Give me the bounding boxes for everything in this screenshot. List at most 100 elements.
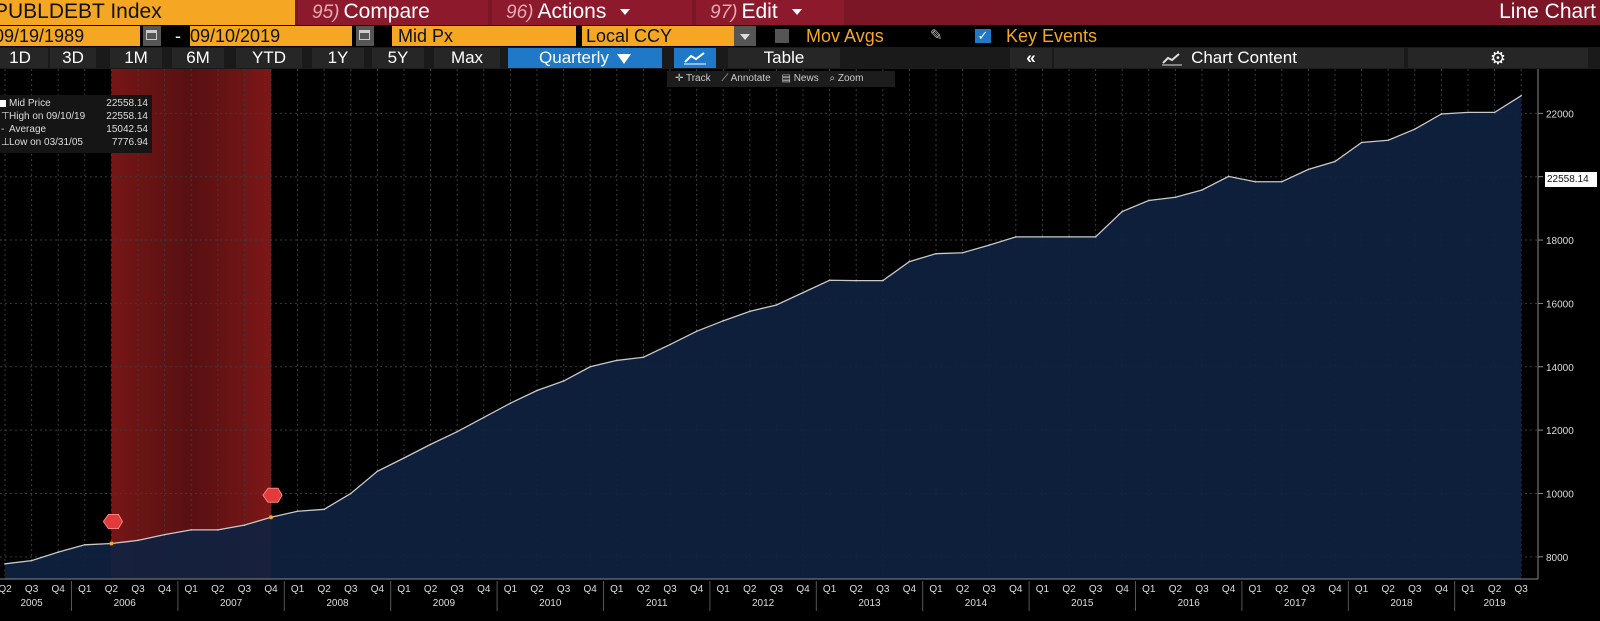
x-tick-label-year: 2008 [326, 598, 349, 609]
x-tick-label-quarter: Q1 [185, 584, 199, 595]
actions-menu[interactable]: 96) Actions [492, 0, 692, 25]
data-point [483, 416, 485, 419]
gear-icon[interactable]: ⚙ [1408, 48, 1588, 68]
x-tick-label-year: 2012 [752, 598, 775, 609]
chevron-down-icon [791, 9, 802, 16]
pencil-icon[interactable]: ✎ [930, 27, 943, 44]
end-date-field[interactable]: 09/10/2019 [190, 26, 352, 46]
period-button-5y[interactable]: 5Y [372, 48, 424, 68]
x-tick-label-quarter: Q2 [530, 584, 544, 595]
x-tick-label-quarter: Q3 [1408, 584, 1422, 595]
legend-key: Low on 03/31/05 [9, 137, 83, 148]
x-tick-label-quarter: Q1 [823, 584, 837, 595]
data-point [669, 343, 671, 346]
x-tick-label-quarter: Q4 [1116, 584, 1130, 595]
x-tick-label-quarter: Q1 [1461, 584, 1475, 595]
x-tick-label-quarter: Q2 [743, 584, 757, 595]
x-tick-label-quarter: Q3 [983, 584, 997, 595]
track-tool[interactable]: ✛ Track [675, 73, 711, 84]
data-point [4, 562, 6, 565]
period-button-1m[interactable]: 1M [110, 48, 162, 68]
news-tool[interactable]: ▤ News [781, 73, 819, 84]
x-tick-label-year: 2014 [965, 598, 988, 609]
mov-avgs-checkbox[interactable] [775, 29, 789, 43]
line-chart-icon[interactable] [674, 48, 716, 68]
period-button-1d[interactable]: 1D [0, 48, 48, 68]
zoom-tool-label: Zoom [837, 73, 864, 84]
price-type-field[interactable]: Mid Px [392, 26, 576, 46]
security-ticker-field[interactable]: PUBLDEBT Index [0, 0, 295, 25]
x-tick-label-quarter: Q1 [1036, 584, 1050, 595]
data-point [855, 279, 857, 282]
data-point [749, 310, 751, 313]
period-button-max[interactable]: Max [434, 48, 500, 68]
calendar-icon[interactable] [356, 26, 374, 46]
x-tick-label-quarter: Q4 [903, 584, 917, 595]
x-tick-label-quarter: Q4 [52, 584, 66, 595]
data-point [882, 279, 884, 282]
data-point [1307, 168, 1310, 171]
x-tick-label-quarter: Q3 [238, 584, 252, 595]
data-point [1387, 139, 1389, 142]
key-events-checkbox[interactable]: ✓ [975, 29, 991, 43]
data-point [350, 492, 352, 495]
frequency-dropdown[interactable]: Quarterly [508, 48, 662, 68]
x-tick-label-quarter: Q1 [291, 584, 305, 595]
x-tick-label-quarter: Q3 [770, 584, 784, 595]
chart-content-button[interactable]: Chart Content [1054, 48, 1404, 68]
x-tick-label-quarter: Q3 [451, 584, 465, 595]
x-tick-label-year: 2006 [114, 598, 137, 609]
x-tick-label-quarter: Q4 [477, 584, 491, 595]
x-tick-label-quarter: Q2 [1062, 584, 1076, 595]
x-tick-label-quarter: Q4 [371, 584, 385, 595]
high-marker-icon: ⊤ [1, 111, 10, 122]
compare-menu-number: 95) [312, 2, 340, 23]
y-tick-label: 14000 [1546, 363, 1574, 374]
collapse-button[interactable]: « [1010, 48, 1052, 68]
x-tick-label-quarter: Q1 [929, 584, 943, 595]
data-point [1254, 180, 1256, 183]
annotate-tool[interactable]: ⟋ Annotate [721, 73, 771, 84]
table-button[interactable]: Table [728, 48, 840, 68]
x-tick-label-quarter: Q4 [1222, 584, 1236, 595]
data-point [84, 543, 86, 546]
calendar-icon[interactable] [143, 26, 161, 46]
period-button-1y[interactable]: 1Y [312, 48, 364, 68]
data-point [828, 279, 831, 282]
legend: Mid Price 22558.14 ⊤ High on 09/10/19 22558… [0, 95, 152, 153]
currency-select[interactable]: Local CCY [582, 26, 736, 46]
zoom-tool[interactable]: ⌕ Zoom [829, 73, 864, 84]
x-tick-label-quarter: Q1 [610, 584, 624, 595]
triangle-down-icon [616, 53, 631, 64]
actions-menu-number: 96) [506, 2, 534, 23]
annotate-tool-label: Annotate [730, 73, 771, 84]
data-point [1467, 111, 1469, 114]
x-tick-label-quarter: Q3 [663, 584, 677, 595]
chevron-down-icon[interactable] [734, 26, 756, 46]
chart-area[interactable]: 800010000120001400016000180002000022000Q… [0, 69, 1600, 621]
x-tick-label-quarter: Q1 [717, 584, 731, 595]
x-tick-label-year: 2018 [1390, 598, 1413, 609]
period-button-ytd[interactable]: YTD [236, 48, 302, 68]
period-toolbar: 1D 3D 1M 6M YTD 1Y 5Y Max Quarterly Tabl… [0, 47, 1600, 69]
edit-menu-number: 97) [710, 2, 738, 23]
x-tick-label-quarter: Q2 [1169, 584, 1183, 595]
period-button-3d[interactable]: 3D [50, 48, 96, 68]
key-event-point [269, 515, 273, 520]
x-tick-label-quarter: Q3 [344, 584, 358, 595]
mov-avgs-label[interactable]: Mov Avgs [806, 26, 884, 46]
x-tick-label-quarter: Q4 [1009, 584, 1023, 595]
period-button-6m[interactable]: 6M [172, 48, 224, 68]
start-date-field[interactable]: 09/19/1989 [0, 26, 140, 46]
edit-menu[interactable]: 97) Edit [696, 0, 844, 25]
line-chart[interactable]: 800010000120001400016000180002000022000Q… [0, 69, 1600, 621]
key-events-label[interactable]: Key Events [1006, 26, 1098, 46]
data-point [695, 330, 698, 333]
compare-menu[interactable]: 95) Compare [298, 0, 488, 25]
data-point [1041, 236, 1044, 238]
x-tick-label-quarter: Q2 [105, 584, 119, 595]
x-tick-label-year: 2005 [20, 598, 43, 609]
legend-row: - Average 15042.54 [0, 123, 150, 136]
x-tick-label-quarter: Q2 [211, 584, 225, 595]
x-tick-label-year: 2010 [539, 598, 562, 609]
